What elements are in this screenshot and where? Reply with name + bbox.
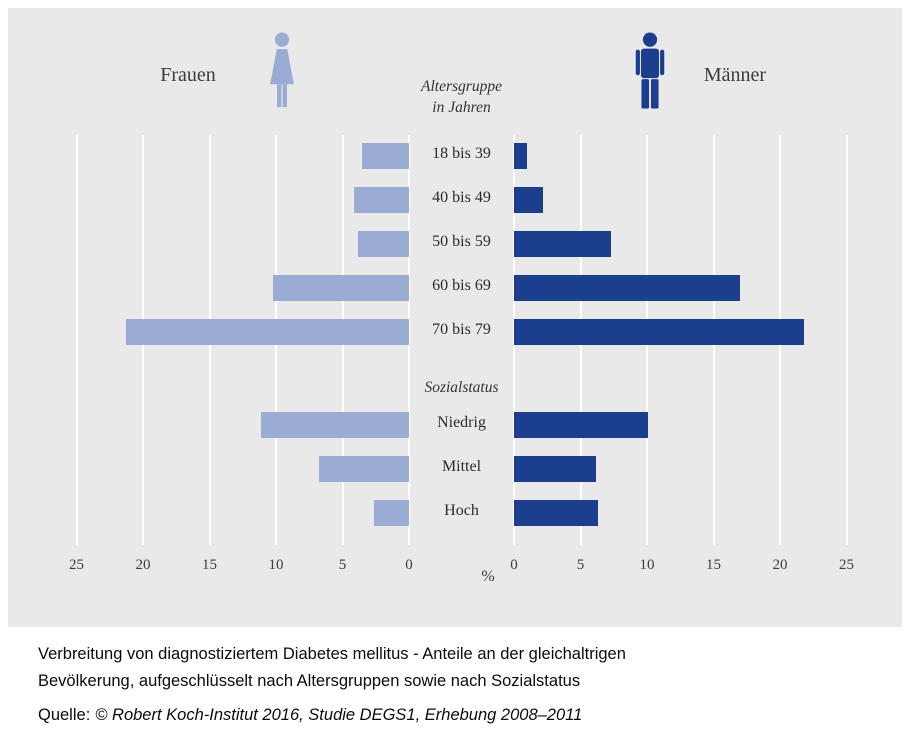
bar-frauen (374, 500, 409, 526)
bar-frauen (273, 275, 409, 301)
axis-tick-label-left: 0 (405, 557, 413, 573)
axis-tick-label-right: 25 (839, 557, 854, 573)
axis-tick-label-left: 25 (69, 557, 84, 573)
maenner-label: Männer (703, 64, 767, 86)
category-label: 70 bis 79 (432, 321, 491, 338)
man-pictogram-icon (635, 32, 665, 109)
bar-frauen (261, 412, 409, 438)
bar-frauen (354, 187, 409, 213)
bar-frauen (358, 231, 409, 257)
category-label: 18 bis 39 (432, 145, 491, 162)
bar-maenner (514, 456, 597, 482)
bar-maenner (514, 231, 612, 257)
woman-pictogram-icon (270, 32, 294, 108)
axis-tick-label-left: 10 (268, 557, 284, 573)
gridline-left (408, 135, 410, 545)
axis-tick-label-right: 10 (639, 557, 655, 573)
plot-area: 0 0 5 5 10 10 15 15 20 20 25 25 18 bis 39 40 bis 49 50… (8, 8, 902, 627)
category-label: 60 bis 69 (432, 277, 491, 294)
age-group-header-line2: in Jahren (432, 99, 491, 116)
bar-frauen (362, 143, 409, 169)
source-text: © Robert Koch-Institut 2016, Studie DEGS… (95, 706, 583, 724)
caption: Verbreitung von diagnostiziertem Diabete… (38, 645, 626, 690)
percent-unit-label: % (481, 568, 495, 585)
bar-maenner (514, 275, 741, 301)
axis-tick-label-right: 5 (576, 557, 585, 573)
category-label: Niedrig (437, 414, 486, 431)
source-prefix: Quelle: (38, 706, 91, 724)
axis-tick-label-left: 15 (202, 557, 217, 573)
bar-maenner (514, 187, 544, 213)
bar-frauen (125, 319, 409, 345)
bar-maenner (514, 319, 804, 345)
bar-maenner (514, 412, 649, 438)
axis-tick-label-right: 0 (510, 557, 518, 573)
axis-tick-label-right: 20 (772, 557, 788, 573)
axis-tick-label-left: 20 (135, 557, 151, 573)
gridline-left (75, 135, 78, 545)
bar-frauen (318, 456, 409, 482)
sozialstatus-header: Sozialstatus (424, 379, 499, 396)
category-label: 50 bis 59 (432, 233, 491, 250)
frauen-label: Frauen (160, 64, 216, 86)
category-label: 40 bis 49 (432, 189, 491, 206)
age-group-header-line1: Altersgruppe (421, 78, 502, 95)
axis-tick-label-right: 15 (706, 557, 721, 573)
bar-maenner (514, 500, 598, 526)
category-label: Hoch (444, 502, 479, 519)
source-line: Quelle: © Robert Koch-Institut 2016, Stud… (38, 706, 582, 725)
age-group-header: Altersgruppe in Jahren (409, 76, 514, 118)
chart-panel: Frauen Altersgruppe in Jahren Männer 0 0 5… (8, 8, 902, 627)
axis-tick-label-left: 5 (338, 557, 347, 573)
category-label: Mittel (441, 458, 482, 475)
bar-maenner (514, 143, 528, 169)
gridline-right (845, 135, 848, 545)
